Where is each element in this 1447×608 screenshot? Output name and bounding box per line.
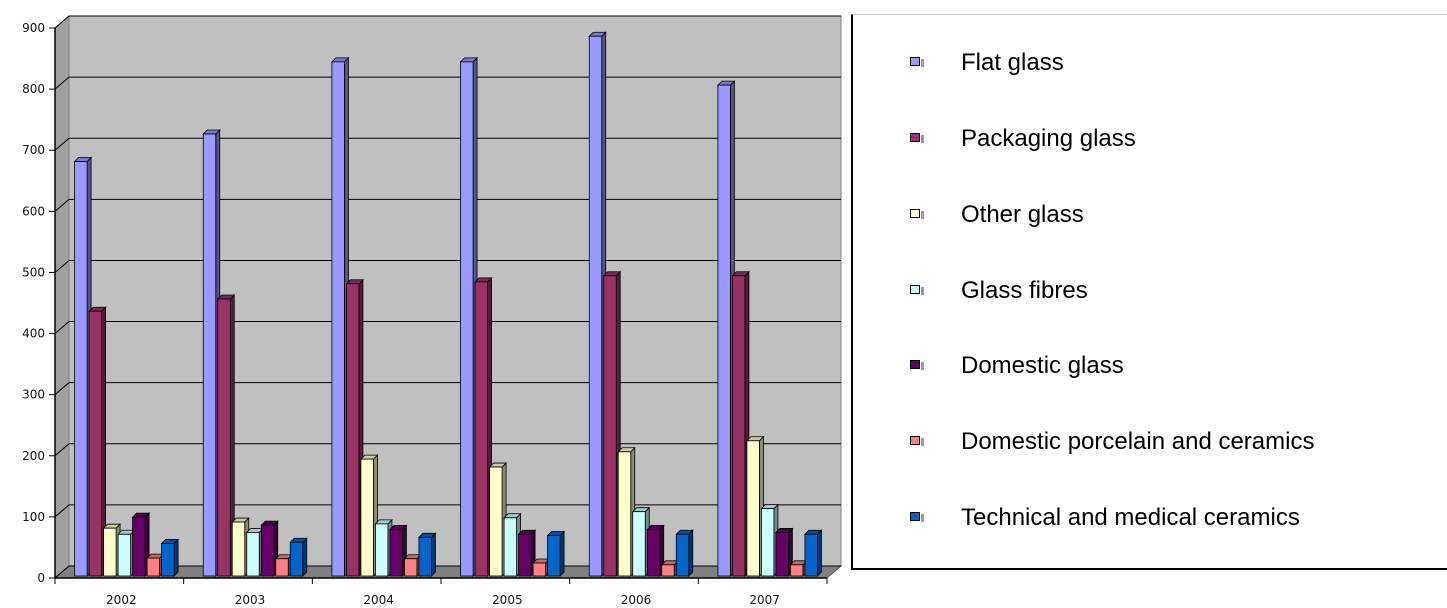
bar: [260, 524, 275, 577]
bar: [146, 557, 160, 577]
bar-side: [688, 529, 694, 577]
legend-swatch-flat-glass: [910, 57, 924, 67]
x-tick-label: 2004: [363, 593, 394, 607]
legend-swatch-other-glass: [910, 209, 924, 219]
legend-label-glass-fibres: Glass fibres: [961, 277, 1088, 304]
legend-label-other-glass: Other glass: [961, 201, 1084, 228]
legend-item-flat-glass: Flat glass: [853, 49, 1443, 89]
bar: [117, 533, 131, 577]
plot-side-wall: [54, 14, 70, 580]
legend: Flat glass Packaging glass Other glass G…: [851, 14, 1447, 570]
bar: [346, 283, 360, 577]
bar: [775, 532, 789, 577]
bar: [132, 516, 146, 577]
legend-swatch-glass-fibres: [910, 285, 924, 295]
bar: [503, 517, 517, 577]
bar: [804, 533, 818, 577]
legend-item-domestic-glass: Domestic glass: [853, 352, 1443, 392]
gridline-side: [54, 443, 70, 457]
bar: [275, 558, 289, 577]
bar: [646, 528, 661, 577]
legend-label-packaging-glass: Packaging glass: [961, 125, 1136, 152]
bar: [617, 451, 632, 577]
legend-item-domestic-porcelain: Domestic porcelain and ceramics: [853, 428, 1443, 468]
legend-item-packaging-glass: Packaging glass: [853, 125, 1443, 165]
gridline-side: [54, 137, 70, 151]
bar: [547, 535, 561, 577]
bar-chart: 0 100 200 300 400 500 600 700 800 900 2002 2003 2004…: [22, 14, 843, 607]
gridline-side: [54, 321, 70, 334]
x-tick-label: 2005: [492, 593, 523, 607]
x-tick-label: 2002: [106, 593, 137, 607]
bar: [331, 61, 345, 577]
gridline-side: [54, 565, 70, 579]
bar-side: [173, 538, 179, 577]
legend-label-domestic-glass: Domestic glass: [961, 352, 1124, 379]
bar: [588, 35, 603, 577]
y-tick-label: 0: [37, 571, 45, 585]
bar: [375, 523, 389, 577]
bar: [161, 543, 175, 577]
bar-side: [431, 532, 436, 577]
y-tick-label: 600: [22, 204, 45, 218]
bar: [246, 532, 260, 577]
y-tick-label: 500: [22, 265, 45, 279]
legend-swatch-domestic-porcelain: [910, 436, 924, 446]
legend-label-technical-ceramics: Technical and medical ceramics: [961, 504, 1300, 531]
gridline-side: [54, 198, 70, 212]
bar: [404, 558, 418, 577]
bar: [103, 527, 117, 577]
bar: [231, 521, 246, 577]
legend-swatch-domestic-glass: [910, 360, 924, 370]
bar: [717, 84, 731, 577]
bar: [74, 161, 88, 577]
x-tick-label: 2003: [235, 593, 266, 607]
legend-item-glass-fibres: Glass fibres: [853, 277, 1443, 317]
bar: [418, 536, 432, 577]
bar: [661, 564, 675, 577]
bar: [532, 562, 546, 577]
bar: [518, 533, 532, 577]
bar: [489, 466, 503, 577]
bar: [202, 133, 217, 577]
bar: [289, 541, 304, 577]
gridline-side: [54, 504, 70, 518]
bar: [88, 310, 102, 577]
bar: [790, 564, 804, 577]
bar: [732, 275, 746, 577]
bar: [632, 511, 646, 577]
bar: [746, 440, 760, 577]
gridline-side: [54, 15, 70, 29]
bar: [474, 281, 488, 577]
bar: [603, 275, 617, 577]
bar: [217, 298, 231, 577]
y-tick-label: 100: [22, 510, 45, 524]
gridline-side: [54, 382, 70, 396]
x-tick-label: 2007: [749, 593, 780, 607]
legend-swatch-technical-ceramics: [910, 512, 924, 522]
bar-side: [817, 529, 822, 577]
bar-side: [559, 530, 565, 577]
y-tick-label: 800: [22, 82, 45, 96]
bar: [389, 528, 403, 577]
bar: [761, 508, 775, 577]
legend-swatch-packaging-glass: [910, 133, 924, 143]
y-tick-label: 200: [22, 449, 45, 463]
gridline-side: [54, 76, 70, 90]
gridline-side: [54, 260, 70, 273]
bar: [675, 533, 690, 577]
legend-label-domestic-porcelain: Domestic porcelain and ceramics: [961, 428, 1315, 455]
y-tick-label: 300: [22, 388, 45, 402]
plot-area: 0 100 200 300 400 500 600 700 800 900 2002 2003 2004…: [22, 14, 843, 607]
legend-item-other-glass: Other glass: [853, 201, 1443, 241]
bar: [460, 61, 474, 577]
y-tick-label: 900: [22, 21, 45, 35]
x-tick-label: 2006: [621, 593, 652, 607]
bar-side: [302, 537, 308, 577]
y-tick-label: 700: [22, 143, 45, 157]
bar: [360, 458, 374, 577]
legend-label-flat-glass: Flat glass: [961, 49, 1064, 76]
legend-item-technical-ceramics: Technical and medical ceramics: [853, 504, 1443, 544]
y-tick-label: 400: [22, 327, 45, 341]
